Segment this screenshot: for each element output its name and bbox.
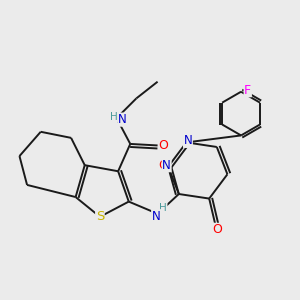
Text: N: N	[118, 113, 127, 126]
Text: N: N	[152, 210, 161, 223]
Text: O: O	[159, 139, 169, 152]
Text: H: H	[159, 203, 167, 213]
Text: N: N	[184, 134, 192, 147]
Text: S: S	[96, 210, 104, 223]
Text: N: N	[162, 159, 171, 172]
Text: F: F	[244, 84, 251, 97]
Text: O: O	[212, 223, 222, 236]
Text: O: O	[159, 159, 169, 172]
Text: H: H	[110, 112, 117, 122]
